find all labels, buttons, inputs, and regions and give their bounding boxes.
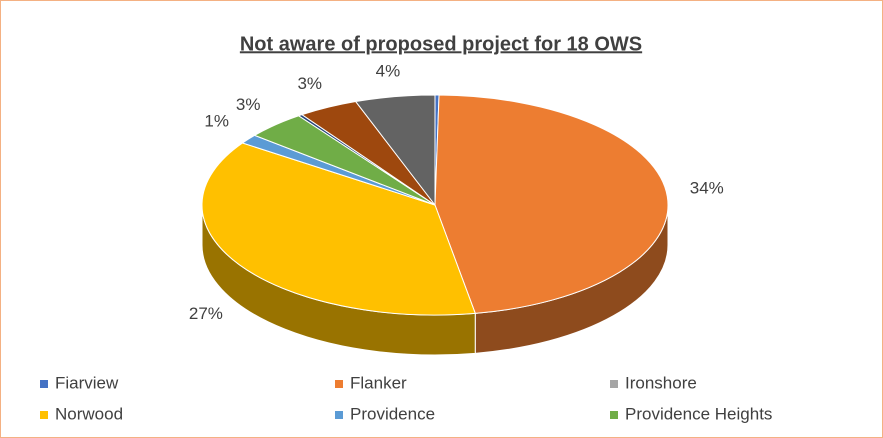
legend-swatch: [335, 411, 343, 419]
data-label: 3%: [297, 74, 322, 93]
legend-swatch: [610, 380, 618, 388]
legend-label: Ironshore: [625, 373, 697, 392]
legend-label: Providence: [350, 404, 435, 423]
legend-swatch: [40, 380, 48, 388]
chart-title: Not aware of proposed project for 18 OWS: [240, 33, 642, 55]
data-label: 27%: [189, 304, 223, 323]
legend-swatch: [40, 411, 48, 419]
pie-slice: [201, 142, 476, 316]
legend-label: Providence Heights: [625, 404, 772, 423]
legend-label: Fiarview: [55, 373, 119, 392]
pie-slice: [434, 94, 669, 314]
data-label: 4%: [376, 62, 401, 81]
pie-slice: [354, 94, 436, 207]
legend-swatch: [335, 380, 343, 388]
legend-label: Norwood: [55, 404, 123, 423]
legend-swatch: [610, 411, 618, 419]
data-label: 3%: [236, 95, 261, 114]
data-label: 34%: [690, 178, 724, 197]
legend-label: Flanker: [350, 373, 407, 392]
data-label: 1%: [204, 111, 229, 130]
